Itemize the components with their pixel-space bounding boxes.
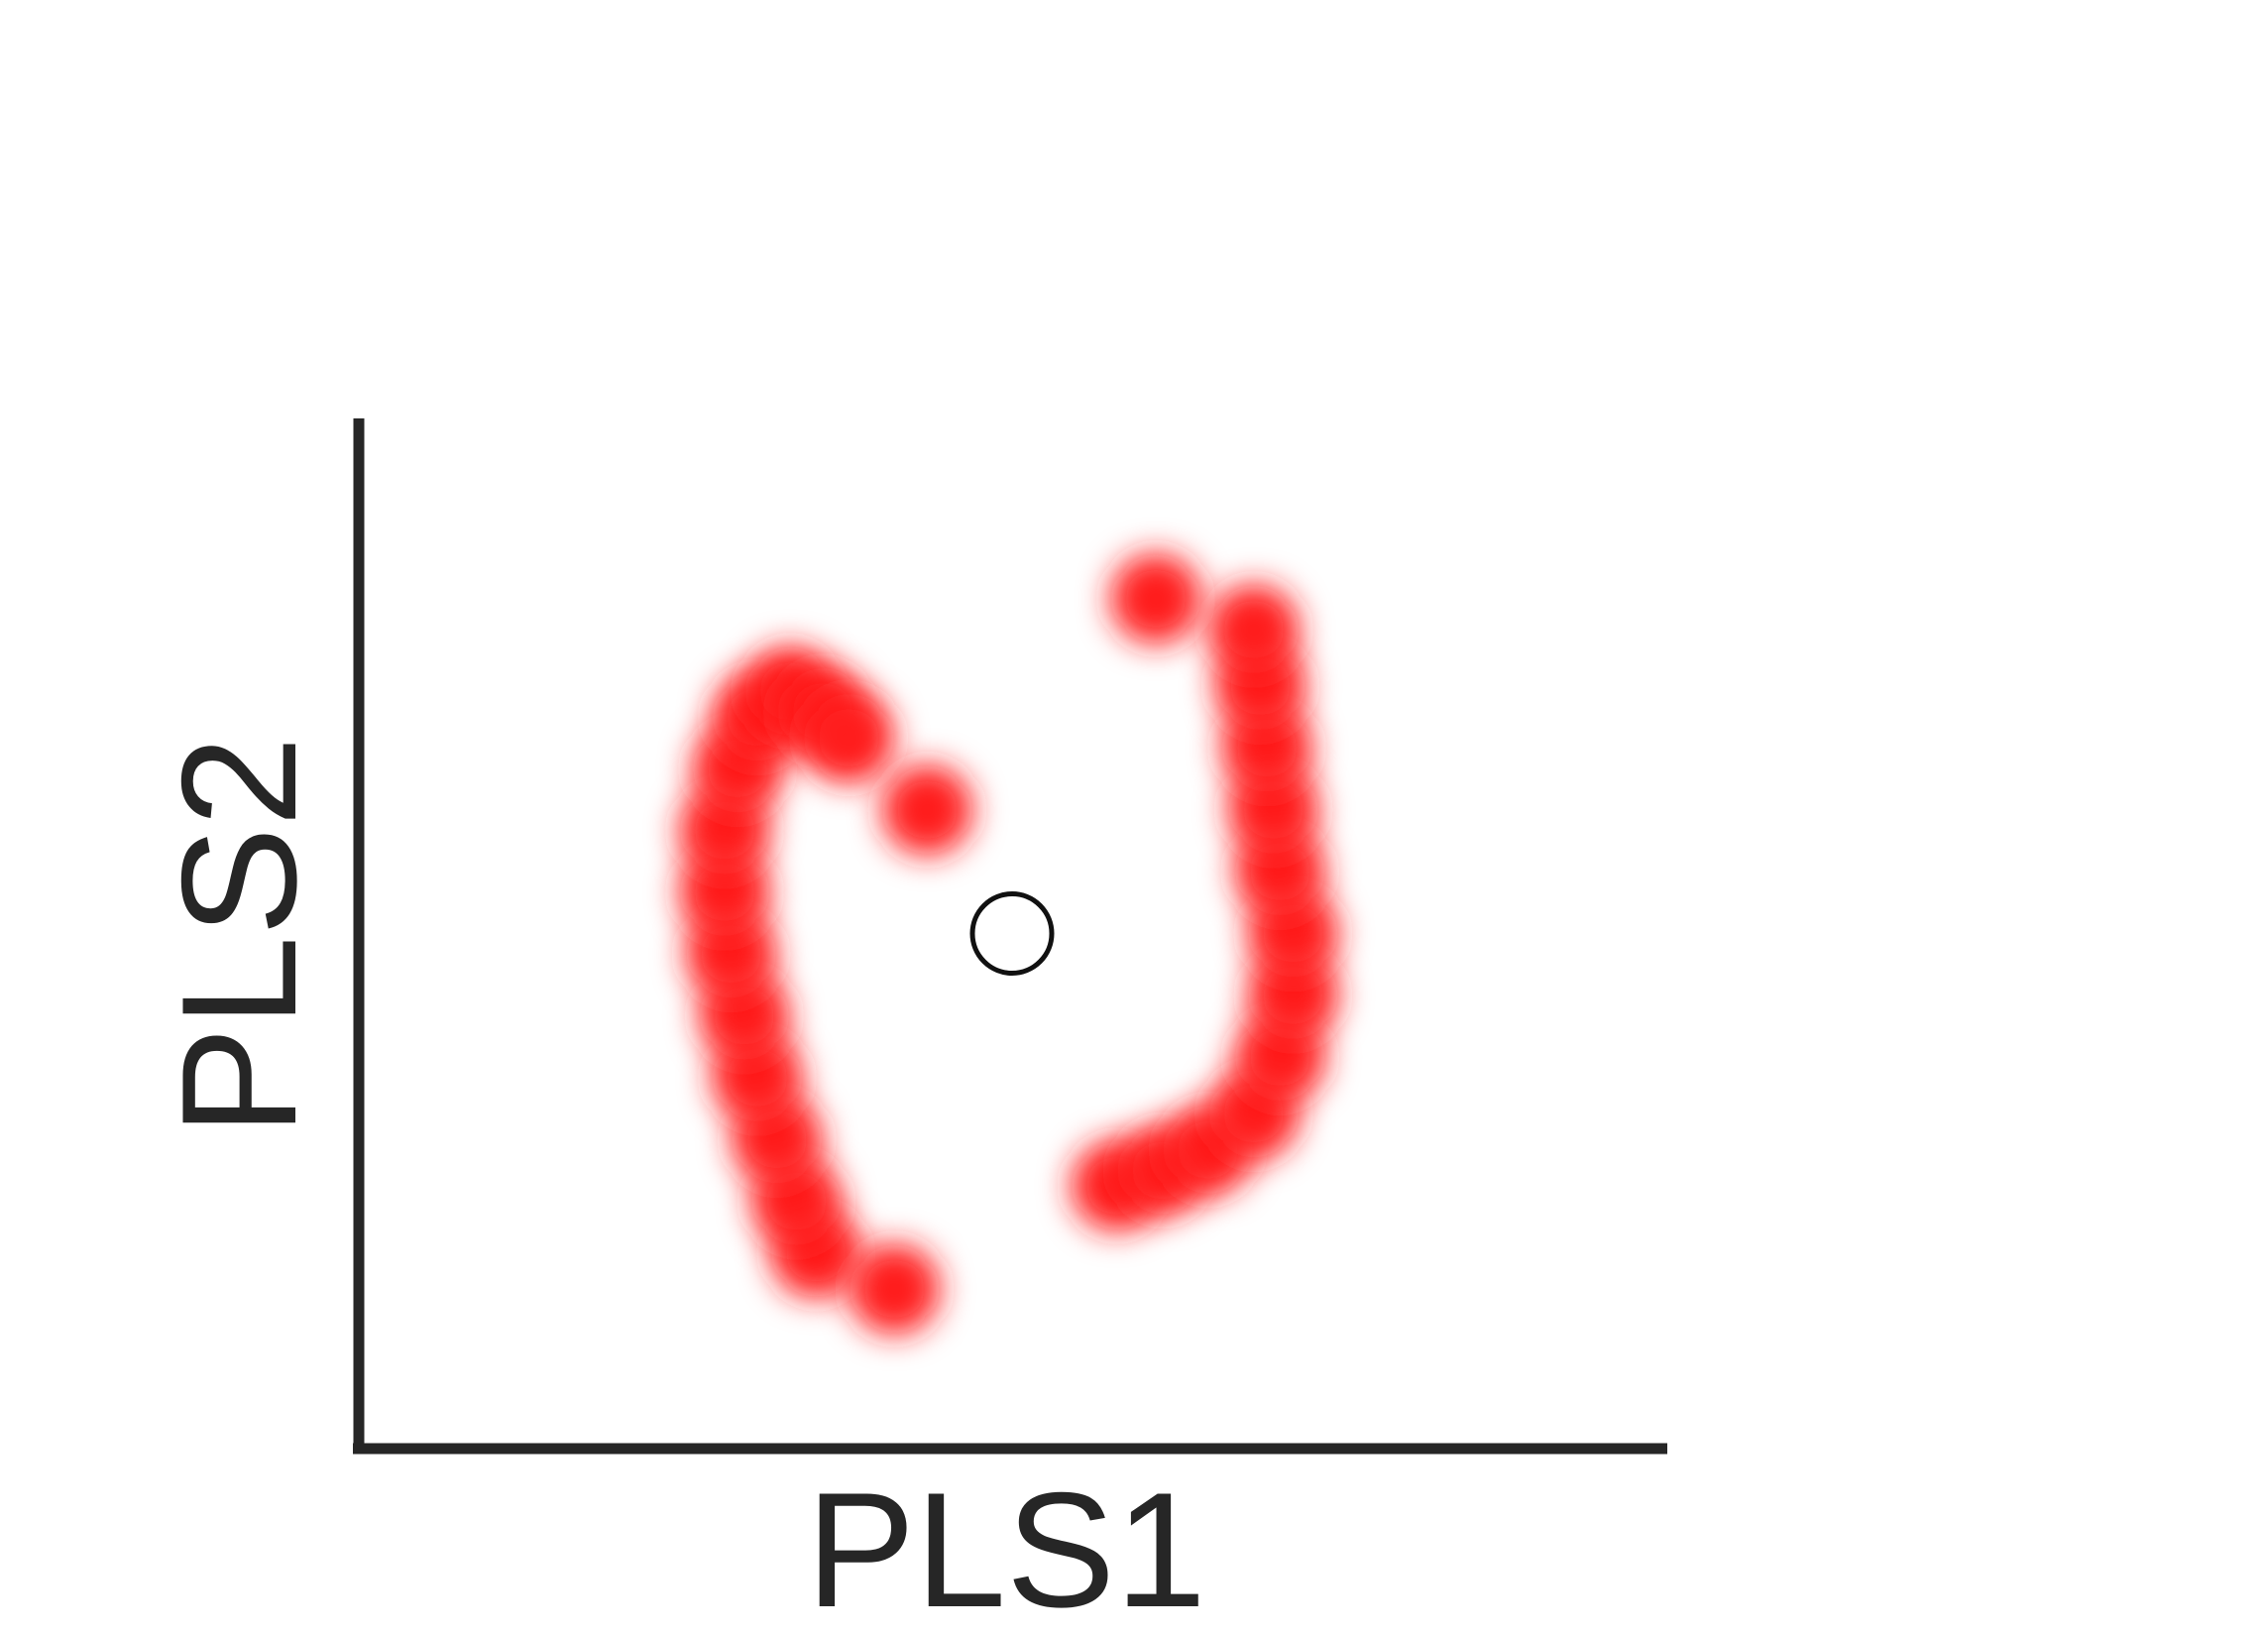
scatter-point (881, 763, 973, 856)
scatter-point (849, 1242, 941, 1335)
scatter-points (679, 552, 1339, 1335)
center-marker-layer (969, 891, 1055, 976)
x-axis-label: PLS1 (806, 1459, 1206, 1636)
y-axis-label: PLS2 (148, 736, 330, 1136)
scatter-point (1109, 552, 1201, 644)
center-marker (969, 891, 1055, 976)
scatter-point (1207, 583, 1300, 675)
scatter-point (803, 692, 895, 784)
